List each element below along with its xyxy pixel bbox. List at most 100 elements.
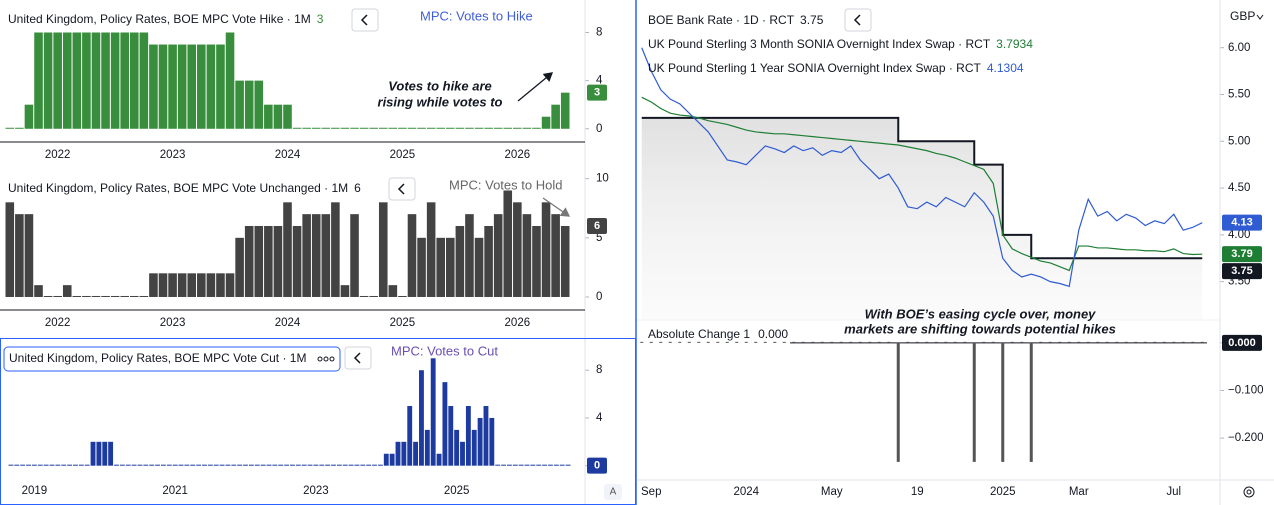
- bar: [114, 464, 119, 466]
- collapse-button[interactable]: [844, 8, 872, 32]
- bar: [801, 341, 805, 343]
- collapse-button[interactable]: [351, 8, 379, 32]
- y-tick-label: 0: [596, 291, 602, 303]
- bar: [830, 341, 834, 343]
- bar: [292, 225, 302, 297]
- bar: [20, 464, 26, 466]
- bar: [235, 237, 244, 297]
- bar: [541, 202, 551, 297]
- bar: [342, 464, 348, 466]
- header-box[interactable]: [3, 346, 341, 372]
- bar: [1067, 341, 1071, 343]
- bar: [360, 464, 366, 466]
- bar: [340, 127, 350, 129]
- bar: [1143, 341, 1147, 343]
- bar: [184, 464, 190, 466]
- bar: [484, 225, 493, 297]
- last-value-badge: [587, 457, 607, 474]
- bar: [541, 116, 551, 129]
- bar: [982, 341, 986, 343]
- bar: [244, 225, 254, 297]
- bar: [225, 464, 231, 466]
- x-tick-label: Mar: [1069, 486, 1089, 498]
- bar: [177, 44, 187, 129]
- x-tick-label: 2025: [990, 486, 1016, 498]
- collapse-button[interactable]: [388, 177, 416, 201]
- marks: 0 4 8 2022 2023 2024 2025 2026 3 0 5 10 2022 2023 2024…: [5, 27, 1264, 498]
- bar: [493, 214, 503, 297]
- bar: [101, 295, 110, 297]
- bar: [426, 202, 436, 297]
- bar: [155, 464, 160, 466]
- bar: [513, 127, 522, 129]
- x-tick-label: 2023: [303, 485, 329, 497]
- bar: [398, 295, 407, 297]
- bar: [512, 464, 518, 466]
- bar: [168, 273, 177, 297]
- bar: [1020, 341, 1024, 343]
- bar: [1181, 341, 1185, 343]
- bar: [944, 341, 948, 343]
- bar: [302, 214, 311, 297]
- bar: [792, 341, 796, 343]
- bar: [131, 464, 137, 466]
- bar: [331, 127, 340, 129]
- bar: [237, 464, 243, 466]
- pane-header: United Kingdom, Policy Rates, BOE MPC Vo…: [8, 181, 361, 195]
- y-tick-label: −0.100: [1228, 385, 1264, 397]
- bar: [31, 464, 37, 466]
- bar: [62, 32, 72, 129]
- bar: [120, 295, 129, 297]
- x-tick-label: 19: [911, 486, 924, 498]
- bar: [1115, 341, 1119, 343]
- bar: [331, 202, 340, 297]
- bar: [489, 417, 495, 466]
- collapse-button[interactable]: [344, 346, 372, 370]
- bar: [501, 464, 506, 466]
- series-value: 0.000: [758, 327, 788, 341]
- bar: [407, 127, 417, 129]
- series-title: Absolute Change 1: [648, 327, 750, 341]
- bar: [1039, 341, 1043, 343]
- series-value: 6: [354, 181, 361, 195]
- auto-scale-button[interactable]: [604, 484, 622, 500]
- bar: [446, 237, 455, 297]
- bar: [518, 464, 524, 466]
- bar: [283, 202, 292, 297]
- currency-label[interactable]: GBP: [1230, 9, 1255, 23]
- x-tick-label: 2026: [505, 317, 531, 329]
- bar: [43, 32, 53, 129]
- auto-scale-label: A: [610, 487, 617, 498]
- bar: [216, 44, 225, 129]
- bar: [782, 341, 786, 343]
- bar: [559, 464, 565, 466]
- settings-icon[interactable]: [1243, 486, 1255, 498]
- bar: [455, 225, 465, 297]
- bar: [697, 341, 701, 343]
- bar: [158, 273, 168, 297]
- bar: [108, 441, 114, 466]
- bar: [560, 225, 570, 297]
- bar: [55, 464, 61, 466]
- bar: [15, 214, 24, 297]
- bar: [868, 341, 872, 343]
- last-value-label: 3.79: [1231, 248, 1252, 260]
- area: [641, 117, 1203, 320]
- bar: [735, 341, 739, 343]
- last-value-badge: [1222, 263, 1262, 280]
- bar: [1191, 341, 1195, 343]
- bar: [1124, 341, 1128, 343]
- bar: [454, 429, 460, 466]
- bar: [754, 341, 758, 343]
- more-icon[interactable]: [317, 356, 335, 362]
- bar: [471, 429, 477, 466]
- bar: [383, 453, 389, 466]
- bar: [5, 202, 15, 297]
- annotation-arrow: [517, 72, 554, 102]
- bar: [96, 441, 102, 466]
- bar: [495, 464, 501, 466]
- bar: [325, 464, 331, 466]
- last-value-label: 4.13: [1231, 217, 1252, 229]
- bar: [436, 453, 442, 466]
- bar: [687, 341, 691, 343]
